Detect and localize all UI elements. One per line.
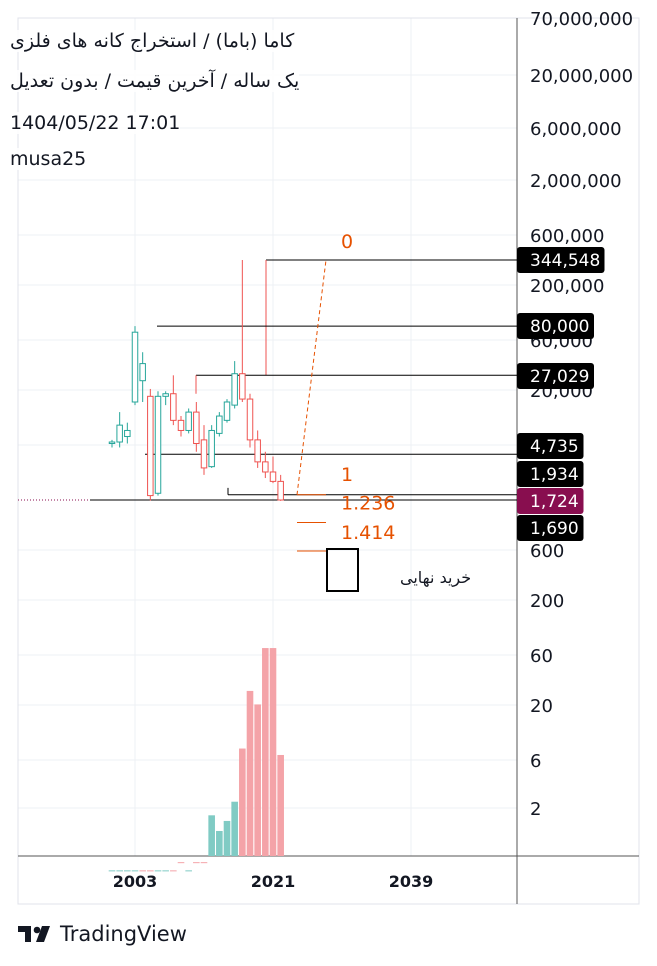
price-badge (517, 247, 605, 273)
candle-body (154, 395, 162, 494)
volume-bar (139, 870, 146, 872)
tradingview-logo-text: TradingView (60, 922, 187, 946)
x-tick-label: 2003 (113, 872, 158, 891)
price-badge (517, 488, 584, 514)
price-badge (517, 433, 584, 459)
price-badge (517, 363, 594, 389)
fib-label: 0 (341, 231, 353, 253)
y-tick-label: 600,000 (530, 226, 604, 247)
y-tick-label: 200 (530, 591, 564, 612)
y-tick-label: 6,000,000 (530, 119, 622, 140)
candle-body (131, 331, 139, 403)
volume-bar (131, 870, 139, 872)
chart-title: کاما (باما) / استخراج کانه های فلزی (10, 30, 295, 52)
fib-trend-line (296, 259, 327, 495)
candle-body (170, 393, 177, 421)
candle-body (246, 398, 254, 441)
price-badge-label: 344,548 (530, 251, 600, 271)
tradingview-logo-icon (18, 926, 50, 942)
y-tick-label: 6 (530, 751, 541, 772)
y-tick-label: 200,000 (530, 276, 604, 297)
fib-label: 1 (341, 464, 353, 486)
price-badge-label: 1,934 (530, 465, 579, 485)
price-badge-label: 80,000 (530, 317, 589, 337)
fib-label: 1.236 (341, 492, 395, 514)
volume-bar (147, 870, 154, 872)
volume-bar (254, 704, 261, 856)
volume-bar (231, 801, 238, 856)
volume-bar (116, 870, 123, 872)
price-badge-label: 27,029 (530, 367, 589, 387)
candle-body (239, 373, 246, 400)
candle-body (185, 411, 192, 431)
volume-bar (200, 862, 208, 864)
price-badges: 344,548 80,000 27,029 4,735 1,934 1,724 1,690 (517, 247, 605, 541)
chart-author: musa25 (10, 148, 87, 170)
fib-label: 1.414 (341, 522, 395, 544)
annotation-box (326, 548, 359, 592)
candle-body (162, 393, 169, 397)
level-lines (18, 259, 517, 552)
candle-body (200, 439, 208, 469)
x-tick-label: 2039 (389, 872, 434, 891)
volume-bar (269, 648, 277, 856)
price-badge-label: 4,735 (530, 437, 579, 457)
chart-frame (17, 17, 640, 905)
volume-bars (108, 648, 284, 872)
y-tick-label: 70,000,000 (530, 9, 633, 30)
volume-bar (216, 830, 223, 856)
y-tick-label: 2 (530, 799, 541, 820)
time-axis: 2003 2021 2039 (113, 872, 434, 891)
candle-body (277, 480, 284, 501)
volume-bar (246, 690, 254, 856)
volume-bar (108, 870, 116, 872)
candle-body (193, 411, 200, 445)
volume-bar (162, 870, 169, 872)
volume-bar (185, 870, 192, 872)
price-badge (517, 461, 584, 487)
x-tick-label: 2021 (251, 872, 296, 891)
price-badge-label: 1,724 (530, 492, 579, 512)
price-axis: 70,000,000 20,000,000 6,000,000 2,000,000 60… (530, 9, 633, 820)
candle-body (231, 373, 238, 406)
volume-bar (223, 820, 231, 856)
candle-body (254, 439, 261, 463)
candles (108, 260, 284, 501)
candle-body (177, 419, 185, 431)
y-tick-label: 20 (530, 696, 553, 717)
annotation[interactable]: خرید نهایی (326, 548, 471, 592)
volume-bar (124, 870, 131, 872)
candle-body (208, 429, 215, 468)
volume-bar (208, 815, 215, 856)
y-tick-label: 600 (530, 541, 564, 562)
price-badge-label: 1,690 (530, 519, 579, 539)
volume-bar (277, 754, 284, 856)
price-badge (517, 313, 594, 339)
volume-bar (239, 748, 246, 856)
volume-bar (193, 862, 200, 864)
candle-body (223, 401, 231, 421)
y-tick-label: 2,000,000 (530, 171, 622, 192)
tradingview-footer[interactable]: TradingView (18, 922, 187, 946)
annotation-label: خرید نهایی (400, 568, 471, 588)
candle-body (262, 461, 269, 473)
candle-body (124, 429, 131, 438)
volume-bar (154, 870, 162, 872)
y-tick-label: 60 (530, 646, 553, 667)
volume-bar (262, 648, 269, 856)
price-badge (517, 515, 584, 541)
candle-body (269, 471, 277, 482)
candle-body (108, 441, 116, 445)
volume-bar (177, 862, 185, 864)
candle-body (139, 363, 146, 382)
chart-subtitle: یک ساله / آخرین قیمت / بدون تعدیل (10, 70, 300, 92)
y-tick-label: 20,000,000 (530, 66, 633, 87)
candle-body (116, 424, 123, 443)
chart-datetime: 1404/05/22 17:01 (10, 112, 181, 134)
volume-bar (170, 870, 177, 872)
candle-body (147, 395, 154, 497)
candle-body (216, 415, 223, 434)
fib-labels: 0 1 1.236 1.414 (341, 231, 395, 544)
